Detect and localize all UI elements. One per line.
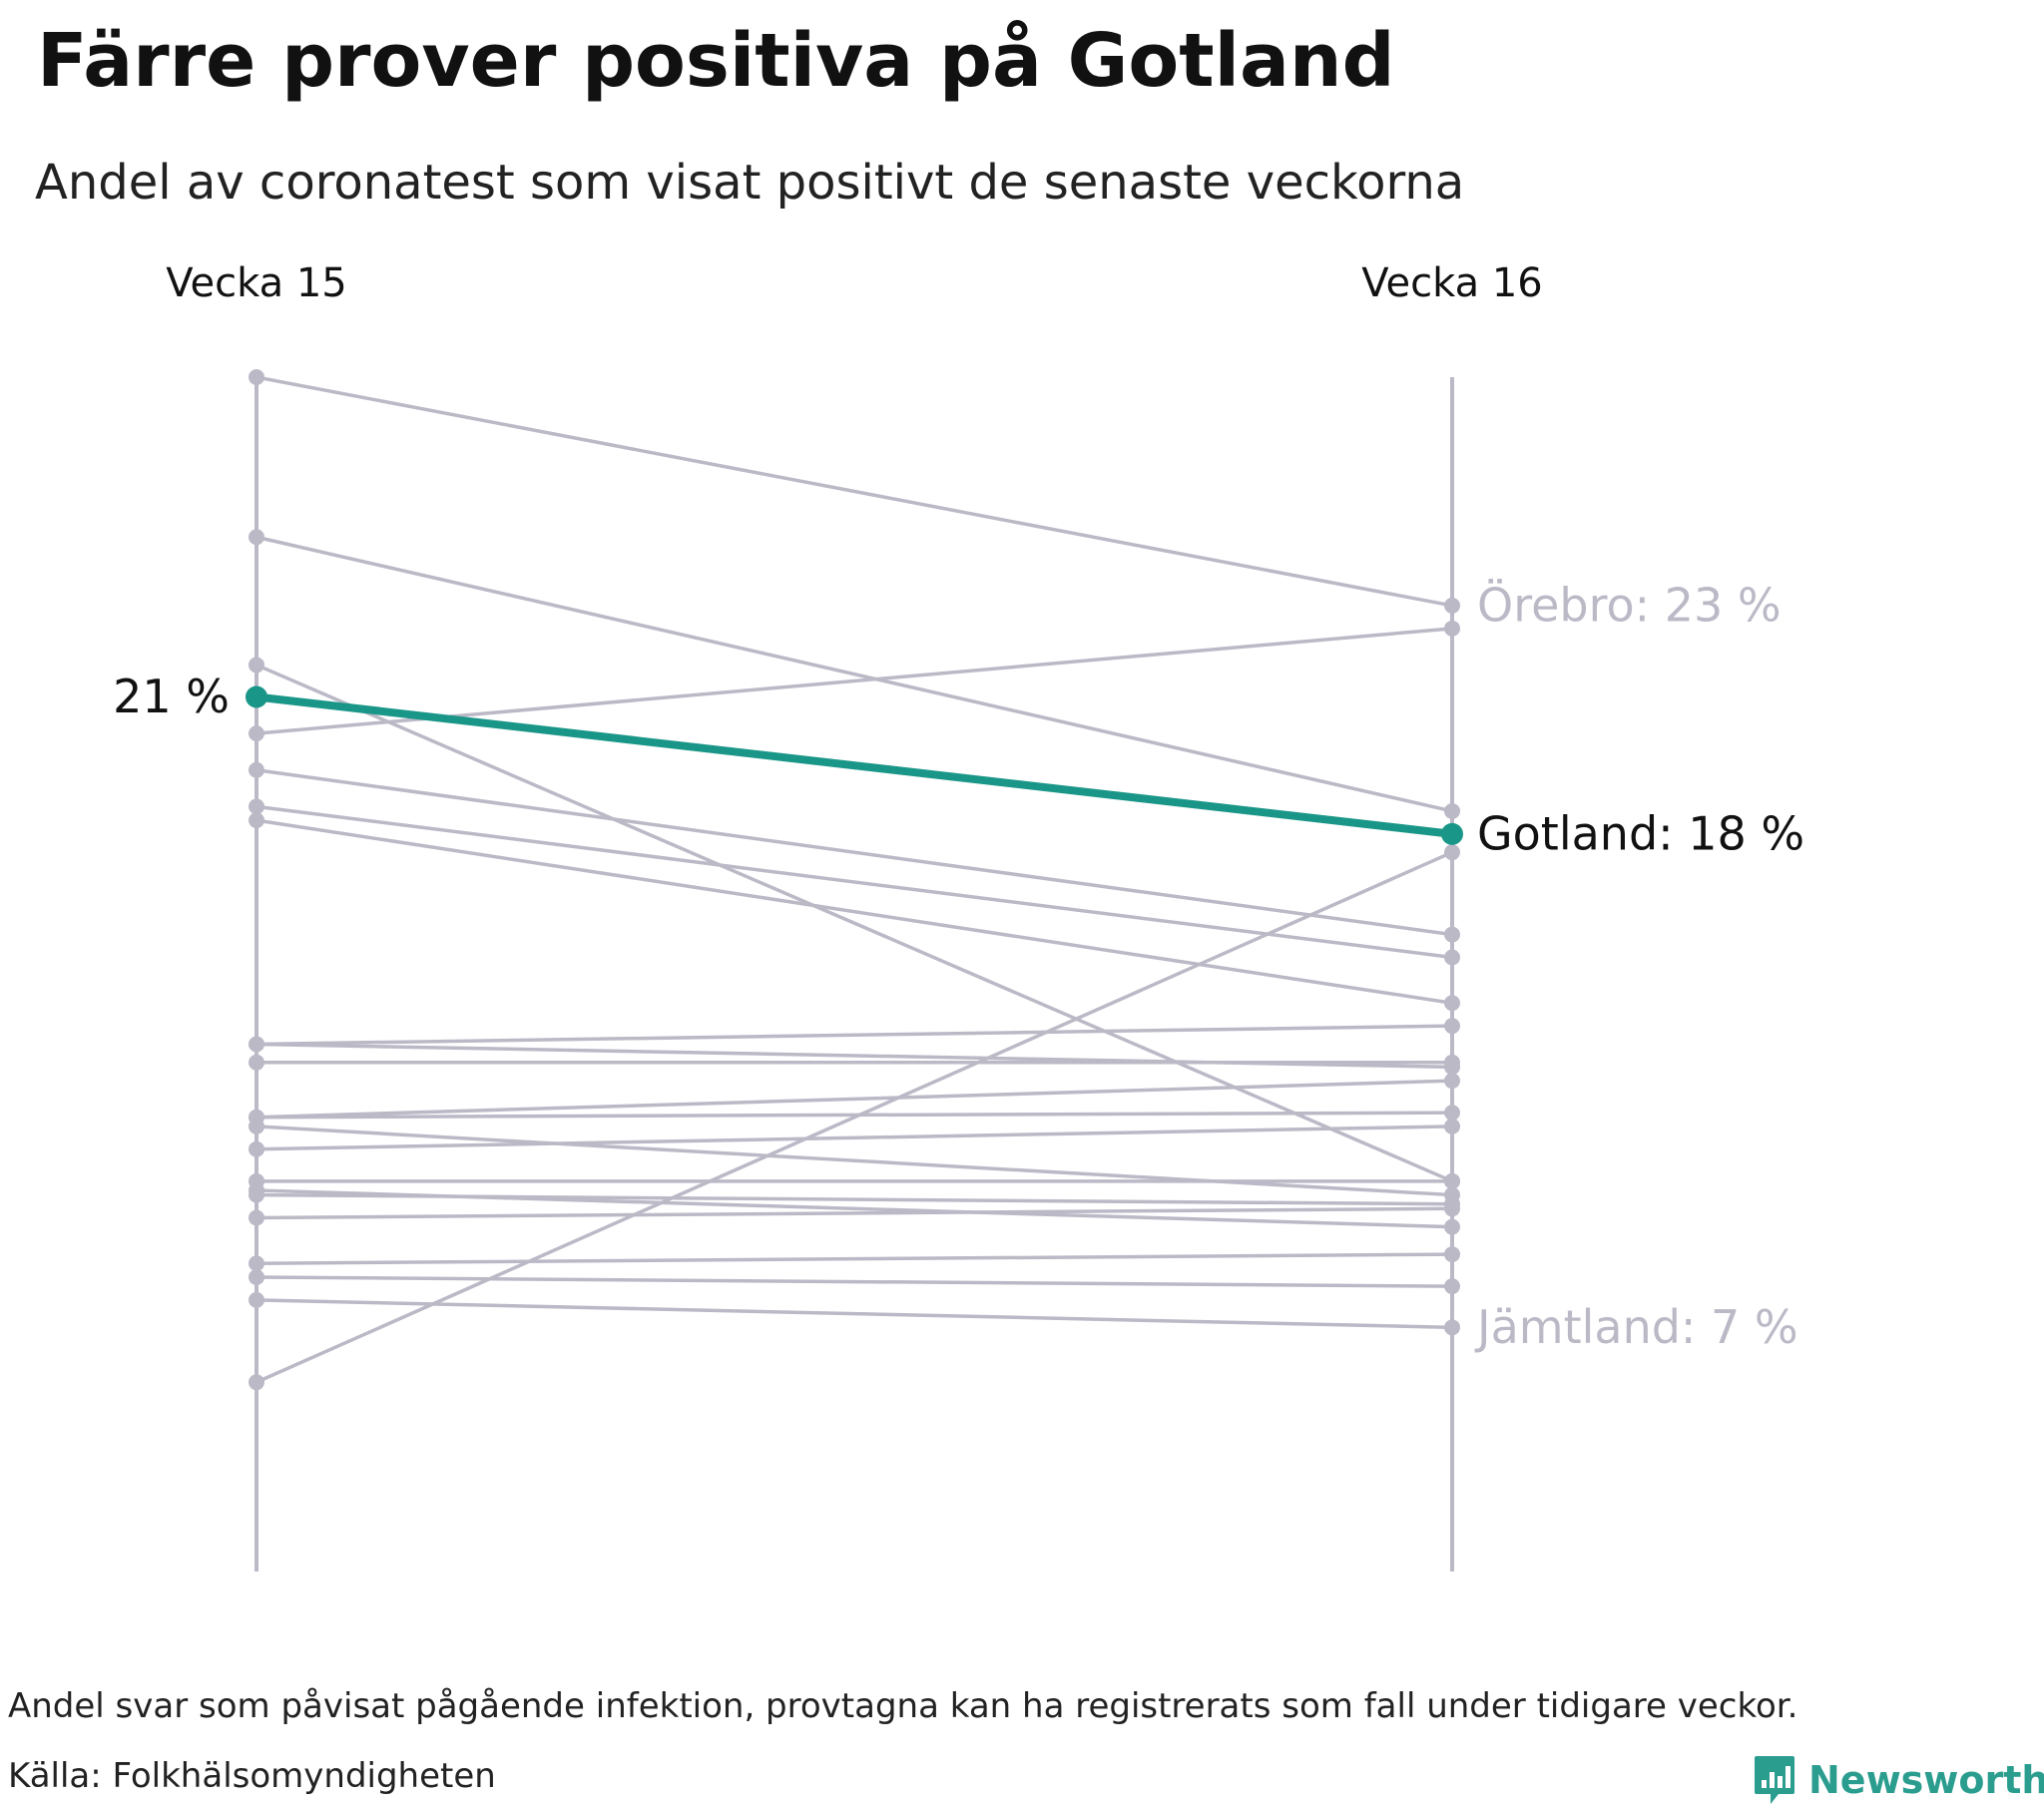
- series-segment: [256, 1111, 1453, 1120]
- series-line-20: [249, 1268, 1460, 1295]
- series-segment: [256, 1298, 1453, 1330]
- series-line-2: [249, 529, 1460, 819]
- point-vecka-16: [1444, 995, 1460, 1012]
- point-vecka-15: [249, 657, 264, 674]
- series-line-22: [249, 844, 1460, 1391]
- series-line-6: [249, 798, 1460, 966]
- series-segment: [256, 535, 1453, 813]
- series-line-5: [249, 761, 1460, 943]
- point-vecka-16: [1444, 1319, 1460, 1336]
- series-line-1: [249, 369, 1460, 614]
- category-label-vecka-16: Vecka 16: [1361, 260, 1542, 306]
- series-segment: [256, 1252, 1453, 1265]
- point-vecka-15: [249, 1255, 264, 1272]
- logo-text: Newsworthy: [1808, 1758, 2044, 1802]
- point-vecka-16: [1444, 1246, 1460, 1263]
- series-line-21: [249, 1291, 1460, 1336]
- point-vecka-15: [249, 761, 264, 778]
- point-vecka-15: [246, 685, 267, 708]
- series-segment: [256, 663, 1453, 1183]
- series-line-4: [249, 620, 1460, 742]
- series-line-10: [249, 1054, 1460, 1071]
- point-vecka-16: [1444, 1105, 1460, 1122]
- point-vecka-15: [249, 1054, 264, 1071]
- point-vecka-16: [1444, 1218, 1460, 1235]
- highlight-series-label: Gotland: 18 %: [1477, 806, 1804, 860]
- point-vecka-16: [1444, 1018, 1460, 1035]
- point-vecka-16: [1441, 822, 1463, 845]
- series-segment: [256, 1125, 1453, 1151]
- top-series-label: Örebro: 23 %: [1477, 578, 1782, 632]
- source-note: Källa: Folkhälsomyndigheten: [8, 1756, 496, 1796]
- series-segment: [256, 375, 1453, 608]
- label-layer: 21 % Örebro: 23 % Gotland: 18 % Jämtland…: [113, 578, 1804, 1353]
- point-vecka-15: [249, 1374, 264, 1391]
- point-vecka-16: [1444, 1073, 1460, 1090]
- point-vecka-16: [1444, 1054, 1460, 1071]
- series-segment: [256, 804, 1453, 960]
- point-vecka-16: [1444, 1200, 1460, 1217]
- series-segment: [256, 1024, 1453, 1047]
- footnote: Andel svar som påvisat pågående infektio…: [8, 1686, 1798, 1726]
- point-vecka-15: [249, 812, 264, 829]
- point-vecka-15: [249, 1118, 264, 1134]
- series-line-18: [249, 1200, 1460, 1226]
- chart-subtitle: Andel av coronatest som visat positivt d…: [35, 155, 1465, 211]
- newsworthy-logo: Newsworthy: [1753, 1752, 2044, 1808]
- chart-axes: Vecka 15 Vecka 16: [166, 260, 1543, 1572]
- point-vecka-16: [1444, 1118, 1460, 1134]
- point-vecka-16: [1444, 620, 1460, 637]
- chart-title: Färre prover positiva på Gotland: [37, 18, 1395, 104]
- series-line-19: [249, 1246, 1460, 1272]
- series-segment: [256, 1192, 1453, 1206]
- series-segment: [256, 818, 1453, 1005]
- series-segment: [256, 1206, 1453, 1220]
- point-vecka-15: [249, 1036, 264, 1053]
- point-vecka-16: [1444, 1172, 1460, 1189]
- point-vecka-16: [1444, 1278, 1460, 1295]
- point-vecka-15: [249, 1268, 264, 1285]
- series-line-3: [249, 657, 1460, 1189]
- point-vecka-16: [1444, 949, 1460, 966]
- series-segment: [256, 1079, 1453, 1120]
- point-vecka-15: [249, 1140, 264, 1157]
- point-vecka-16: [1444, 844, 1460, 861]
- series-segment: [256, 850, 1453, 1384]
- point-vecka-15: [249, 1291, 264, 1308]
- category-label-vecka-15: Vecka 15: [166, 260, 346, 306]
- point-vecka-15: [249, 1186, 264, 1203]
- point-vecka-15: [249, 369, 264, 385]
- point-vecka-15: [249, 1209, 264, 1226]
- series-segment: [256, 1275, 1453, 1288]
- series-layer: [246, 369, 1463, 1391]
- point-vecka-16: [1444, 802, 1460, 819]
- series-segment: [256, 1125, 1453, 1197]
- point-vecka-16: [1444, 597, 1460, 614]
- point-vecka-15: [249, 725, 264, 742]
- bar-chart-icon: [1755, 1756, 1794, 1804]
- series-gotland: [246, 685, 1463, 845]
- series-segment: [256, 692, 1453, 838]
- start-value-label: 21 %: [113, 670, 230, 723]
- series-line-7: [249, 812, 1460, 1012]
- point-vecka-15: [249, 529, 264, 546]
- series-segment: [256, 768, 1453, 937]
- series-line-14: [249, 1118, 1460, 1157]
- point-vecka-16: [1444, 926, 1460, 943]
- point-vecka-15: [249, 798, 264, 815]
- bottom-series-label: Jämtland: 7 %: [1474, 1300, 1798, 1354]
- slope-chart: Vecka 15 Vecka 16 21 % Örebro: 23 % Gotl…: [113, 260, 1804, 1572]
- series-line-15: [249, 1172, 1460, 1189]
